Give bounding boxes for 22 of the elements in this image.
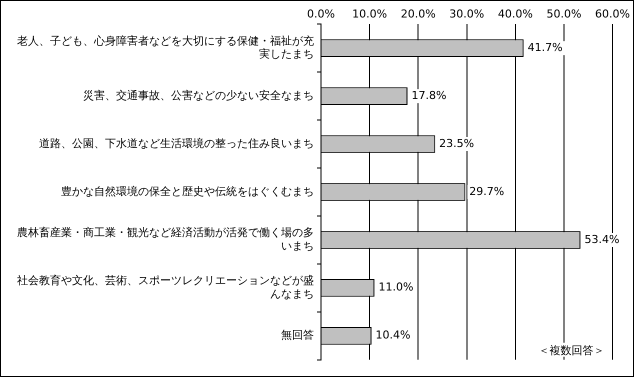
data-label: 29.7% <box>469 184 504 198</box>
y-tick-label: 道路、公園、下水道など生活環境の整った住み良いまち <box>39 136 314 150</box>
x-tick-label: 20.0% <box>400 7 436 20</box>
data-label: 41.7% <box>528 41 563 54</box>
y-tick-label: 老人、子ども、心身障害者などを大切にする保健・福祉が充実したまち <box>17 34 314 61</box>
data-label: 17.8% <box>411 88 446 102</box>
y-tick-label: 社会教育や文化、芸術、スポーツレクリエーションなどが盛んなまち <box>17 274 314 300</box>
x-tick-label: 60.0% <box>595 7 630 20</box>
y-tick-label: 無回答 <box>281 328 314 342</box>
x-tick-label: 40.0% <box>498 7 533 20</box>
y-tick-label: 災害、交通事故、公害などの少ない安全なまち <box>83 88 314 102</box>
x-tick-label: 30.0% <box>449 7 484 20</box>
x-tick-label: 0.0% <box>307 7 335 20</box>
data-label: 23.5% <box>439 136 474 150</box>
annotation: ＜複数回答＞ <box>538 344 605 358</box>
y-tick-label: 豊かな自然環境の保全と歴史や伝統をはぐくむまち <box>61 184 314 198</box>
x-tick-label: 10.0% <box>352 7 388 20</box>
data-label: 10.4% <box>376 328 410 342</box>
x-tick-label: 50.0% <box>546 7 582 20</box>
data-label: 53.4% <box>584 232 620 246</box>
y-tick-label: 農林畜産業・商工業・観光など経済活動が活発で働く場の多いまち <box>17 226 314 252</box>
data-label: 11.0% <box>378 280 414 294</box>
